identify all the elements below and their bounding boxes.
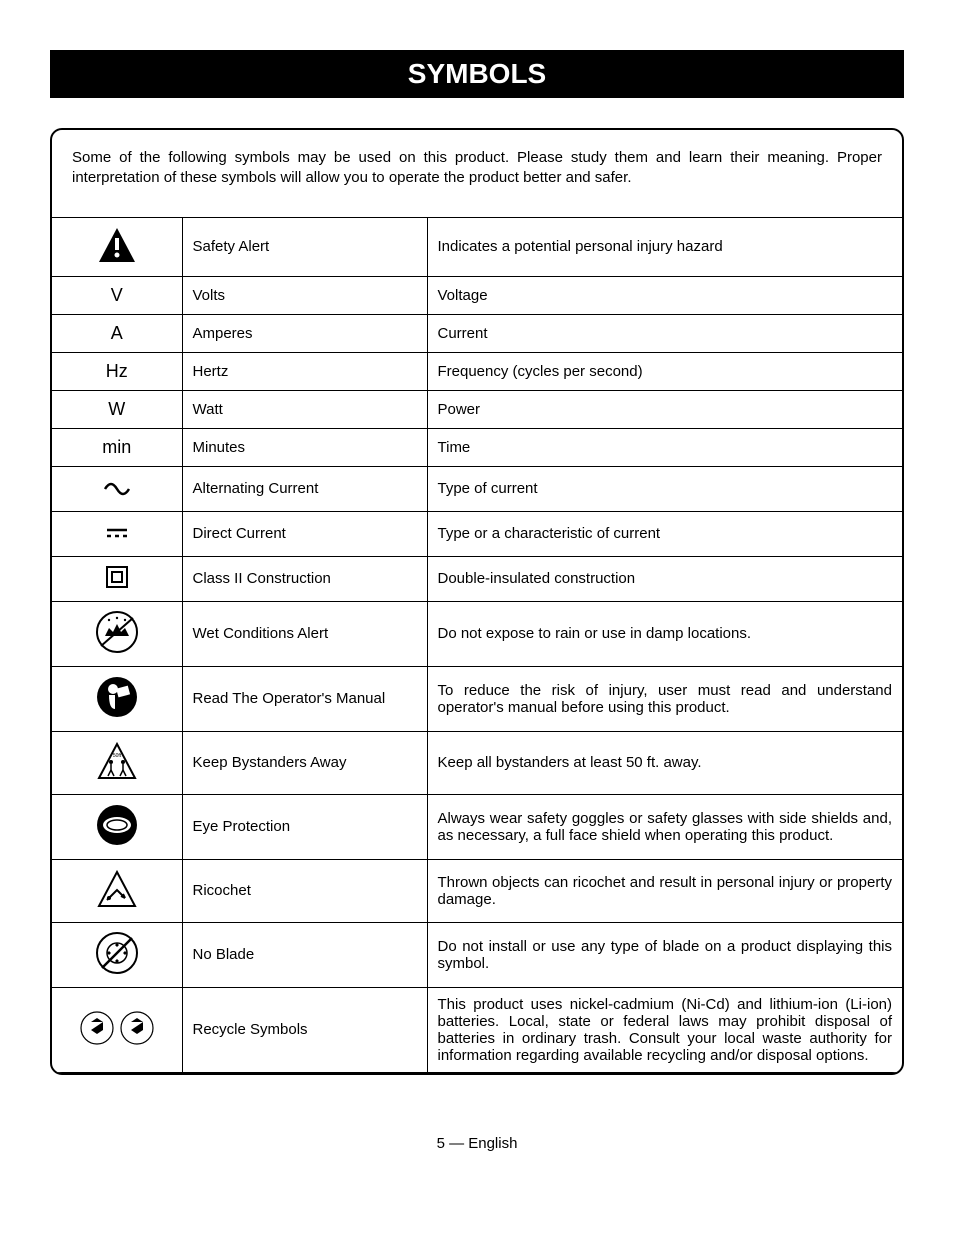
bystanders-icon xyxy=(95,740,139,786)
noblade-icon xyxy=(95,931,139,979)
symbols-tbody: Safety AlertIndicates a potential person… xyxy=(52,217,902,1072)
eye-icon xyxy=(95,803,139,851)
symbol-name: Hertz xyxy=(182,352,427,390)
symbol-cell xyxy=(52,511,182,556)
symbol-description: Always wear safety goggles or safety gla… xyxy=(427,794,902,859)
symbol-name: Volts xyxy=(182,276,427,314)
symbol-cell xyxy=(52,601,182,666)
symbol-name: Eye Protection xyxy=(182,794,427,859)
intro-text: Some of the following symbols may be use… xyxy=(52,130,902,217)
symbol-description: Indicates a potential personal injury ha… xyxy=(427,217,902,276)
table-row: Eye ProtectionAlways wear safety goggles… xyxy=(52,794,902,859)
symbol-description: Type of current xyxy=(427,466,902,511)
symbol-description: Do not install or use any type of blade … xyxy=(427,922,902,987)
dc-icon xyxy=(101,520,133,548)
table-row: RicochetThrown objects can ricochet and … xyxy=(52,859,902,922)
symbol-name: Watt xyxy=(182,390,427,428)
symbol-cell xyxy=(52,987,182,1072)
symbol-name: No Blade xyxy=(182,922,427,987)
recycle-icon xyxy=(79,1010,155,1050)
symbol-name: Amperes xyxy=(182,314,427,352)
table-row: Keep Bystanders AwayKeep all bystanders … xyxy=(52,731,902,794)
table-row: Direct CurrentType or a characteristic o… xyxy=(52,511,902,556)
symbol-description: Double-insulated construction xyxy=(427,556,902,601)
page: SYMBOLS Some of the following symbols ma… xyxy=(0,0,954,1202)
symbol-cell xyxy=(52,794,182,859)
symbol-cell: A xyxy=(52,314,182,352)
symbol-name: Safety Alert xyxy=(182,217,427,276)
symbol-description: To reduce the risk of injury, user must … xyxy=(427,666,902,731)
table-row: Safety AlertIndicates a potential person… xyxy=(52,217,902,276)
page-title: SYMBOLS xyxy=(408,58,546,89)
symbol-cell xyxy=(52,556,182,601)
symbols-table: Safety AlertIndicates a potential person… xyxy=(52,217,902,1073)
symbol-description: Time xyxy=(427,428,902,466)
table-row: A AmperesCurrent xyxy=(52,314,902,352)
content-box: Some of the following symbols may be use… xyxy=(50,128,904,1075)
class2-icon xyxy=(105,565,129,593)
ricochet-icon xyxy=(95,868,139,914)
table-row: Wet Conditions AlertDo not expose to rai… xyxy=(52,601,902,666)
symbol-text: min xyxy=(102,437,131,457)
symbol-name: Ricochet xyxy=(182,859,427,922)
table-row: min MinutesTime xyxy=(52,428,902,466)
table-row: Class II ConstructionDouble-insulated co… xyxy=(52,556,902,601)
table-row: Recycle SymbolsThis product uses nickel-… xyxy=(52,987,902,1072)
symbol-text: V xyxy=(111,285,123,305)
table-row: W WattPower xyxy=(52,390,902,428)
symbol-cell xyxy=(52,859,182,922)
symbol-description: Frequency (cycles per second) xyxy=(427,352,902,390)
wet-icon xyxy=(95,610,139,658)
symbol-cell xyxy=(52,922,182,987)
symbol-name: Alternating Current xyxy=(182,466,427,511)
symbol-cell: W xyxy=(52,390,182,428)
ac-icon xyxy=(101,475,133,503)
manual-icon xyxy=(95,675,139,723)
table-row: Read The Operator's ManualTo reduce the … xyxy=(52,666,902,731)
symbol-name: Direct Current xyxy=(182,511,427,556)
symbol-name: Read The Operator's Manual xyxy=(182,666,427,731)
symbol-cell xyxy=(52,731,182,794)
symbol-name: Class II Construction xyxy=(182,556,427,601)
symbol-cell: Hz xyxy=(52,352,182,390)
symbol-text: A xyxy=(111,323,123,343)
symbol-cell xyxy=(52,217,182,276)
safety-alert-icon xyxy=(97,226,137,268)
symbol-description: This product uses nickel-cadmium (Ni-Cd)… xyxy=(427,987,902,1072)
symbol-text: W xyxy=(108,399,125,419)
symbol-description: Thrown objects can ricochet and result i… xyxy=(427,859,902,922)
symbol-description: Current xyxy=(427,314,902,352)
symbol-name: Wet Conditions Alert xyxy=(182,601,427,666)
table-row: Hz HertzFrequency (cycles per second) xyxy=(52,352,902,390)
symbol-description: Power xyxy=(427,390,902,428)
symbol-name: Keep Bystanders Away xyxy=(182,731,427,794)
symbol-text: Hz xyxy=(106,361,128,381)
symbol-description: Keep all bystanders at least 50 ft. away… xyxy=(427,731,902,794)
symbol-cell xyxy=(52,466,182,511)
table-row: Alternating CurrentType of current xyxy=(52,466,902,511)
symbol-description: Type or a characteristic of current xyxy=(427,511,902,556)
symbol-description: Voltage xyxy=(427,276,902,314)
symbol-name: Recycle Symbols xyxy=(182,987,427,1072)
table-row: V VoltsVoltage xyxy=(52,276,902,314)
symbol-name: Minutes xyxy=(182,428,427,466)
symbol-cell: min xyxy=(52,428,182,466)
symbol-description: Do not expose to rain or use in damp loc… xyxy=(427,601,902,666)
symbol-cell xyxy=(52,666,182,731)
title-bar: SYMBOLS xyxy=(50,50,904,98)
page-footer: 5 — English xyxy=(50,1135,904,1152)
symbol-cell: V xyxy=(52,276,182,314)
table-row: No BladeDo not install or use any type o… xyxy=(52,922,902,987)
